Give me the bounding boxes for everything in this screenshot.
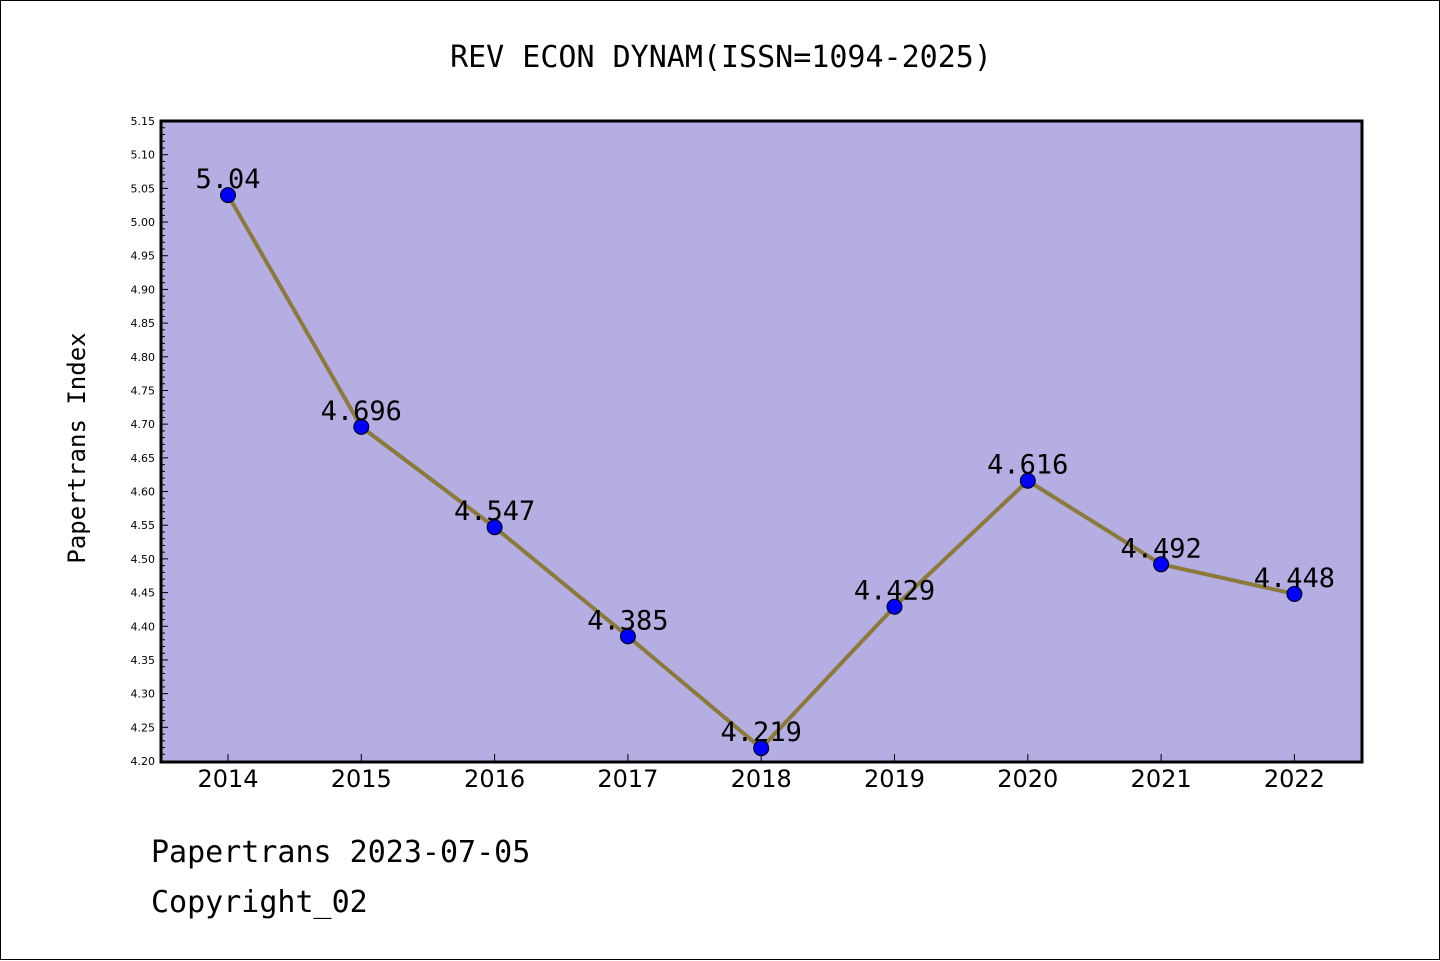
x-tick-label: 2016 — [464, 765, 525, 793]
y-tick-label: 5.15 — [131, 115, 156, 128]
data-point-marker — [619, 628, 636, 645]
y-tick-label: 5.05 — [131, 182, 156, 195]
y-tick-label: 4.50 — [131, 553, 156, 566]
y-tick-label: 5.10 — [131, 149, 156, 162]
y-tick-label: 4.75 — [131, 384, 156, 397]
data-point-marker — [1019, 472, 1036, 489]
data-point-marker — [1153, 556, 1170, 573]
data-point-label: 4.547 — [454, 496, 535, 527]
chart-title: REV ECON DYNAM(ISSN=1094-2025) — [450, 40, 992, 75]
y-tick-label: 4.85 — [131, 317, 156, 330]
data-point-marker — [353, 418, 370, 435]
y-tick-label: 4.45 — [131, 587, 156, 600]
plot-area — [161, 121, 1362, 762]
data-point-marker — [1286, 585, 1303, 602]
y-tick-label: 4.20 — [131, 755, 156, 768]
y-tick-label: 4.25 — [131, 721, 156, 734]
x-tick-label: 2021 — [1131, 765, 1192, 793]
data-point-label: 4.429 — [854, 576, 935, 607]
data-point-label: 4.492 — [1120, 533, 1201, 564]
y-tick-label: 4.70 — [131, 418, 156, 431]
y-tick-label: 4.35 — [131, 654, 156, 667]
x-tick-label: 2020 — [997, 765, 1058, 793]
y-tick-label: 4.65 — [131, 452, 156, 465]
footer-date: Papertrans 2023-07-05 — [151, 835, 531, 870]
x-tick-label: 2015 — [331, 765, 392, 793]
data-point-label: 5.04 — [195, 164, 260, 195]
data-point-label: 4.219 — [721, 717, 802, 748]
data-point-label: 4.448 — [1254, 563, 1335, 594]
y-tick-label: 4.40 — [131, 620, 156, 633]
data-point-marker — [220, 187, 236, 204]
data-labels: 5.04 4.696 4.547 4.385 4.219 4.429 4.616 4.492 4… — [195, 164, 1335, 748]
data-point-marker — [486, 519, 503, 536]
y-tick-label: 4.60 — [131, 486, 156, 499]
data-point-label: 4.385 — [587, 605, 668, 636]
y-tick-label: 4.55 — [131, 519, 156, 532]
series-group — [220, 187, 1303, 757]
y-tick-label: 4.80 — [131, 351, 156, 364]
x-tick-label: 2019 — [864, 765, 925, 793]
y-tick-label: 4.95 — [131, 250, 156, 263]
x-axis: 2014 2015 2016 2017 2018 2019 2020 2021 2022 — [197, 754, 1325, 793]
data-point-marker — [753, 740, 770, 757]
x-tick-label: 2017 — [597, 765, 658, 793]
data-point-label: 4.696 — [321, 396, 402, 427]
y-tick-label: 5.00 — [131, 216, 156, 229]
x-tick-label: 2018 — [731, 765, 792, 793]
x-tick-label: 2014 — [197, 765, 258, 793]
footer-copyright: Copyright_02 — [151, 885, 368, 920]
y-axis-label: Papertrans Index — [63, 332, 91, 563]
plot-border — [159, 119, 1364, 764]
data-point-label: 4.616 — [987, 450, 1068, 481]
y-tick-label: 4.90 — [131, 283, 156, 296]
y-tick-label: 4.30 — [131, 688, 156, 701]
x-tick-label: 2022 — [1264, 765, 1325, 793]
data-point-marker — [886, 598, 903, 615]
